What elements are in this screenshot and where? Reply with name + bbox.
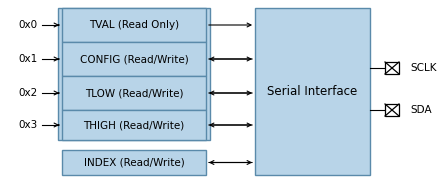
Bar <box>385 62 399 74</box>
Text: SCLK: SCLK <box>410 63 436 73</box>
Bar <box>62 42 206 76</box>
Text: THIGH (Read/Write): THIGH (Read/Write) <box>83 120 185 130</box>
Bar <box>62 110 206 140</box>
Text: Serial Interface: Serial Interface <box>267 85 358 98</box>
Bar <box>62 8 206 42</box>
Text: TLOW (Read/Write): TLOW (Read/Write) <box>85 88 183 98</box>
Text: TVAL (Read Only): TVAL (Read Only) <box>89 20 179 30</box>
Bar <box>58 8 210 140</box>
Text: INDEX (Read/Write): INDEX (Read/Write) <box>84 158 185 167</box>
Text: 0x3: 0x3 <box>18 120 38 130</box>
Text: 0x2: 0x2 <box>18 88 38 98</box>
Text: SDA: SDA <box>410 105 431 115</box>
Bar <box>255 8 370 175</box>
Bar <box>62 76 206 110</box>
Bar <box>62 150 206 175</box>
Text: CONFIG (Read/Write): CONFIG (Read/Write) <box>80 54 188 64</box>
Text: 0x1: 0x1 <box>18 54 38 64</box>
Bar <box>385 104 399 116</box>
Text: 0x0: 0x0 <box>18 20 38 30</box>
